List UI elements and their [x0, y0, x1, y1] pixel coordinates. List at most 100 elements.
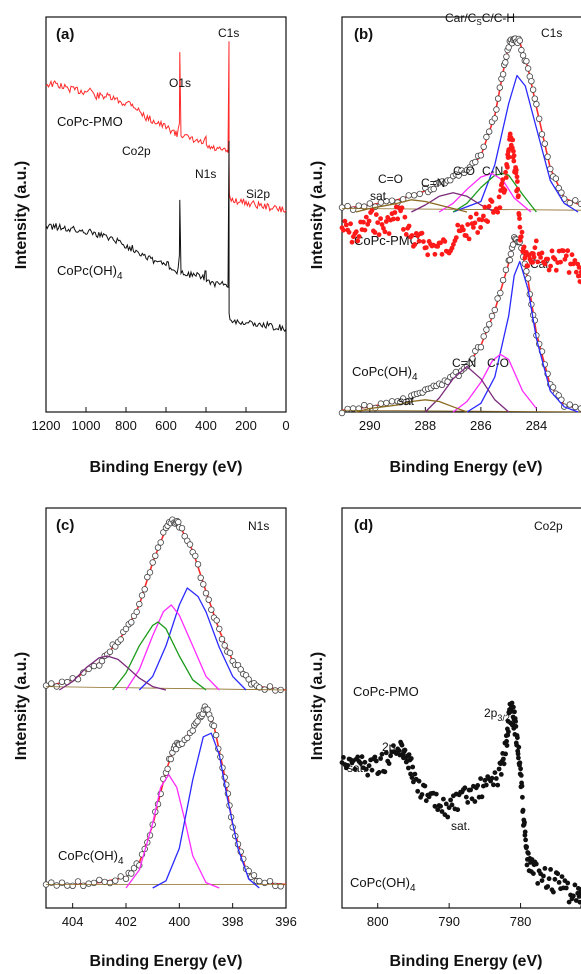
- panel-d-point: [517, 760, 523, 766]
- panel-d-point: [412, 771, 418, 777]
- panel-d-point: [513, 719, 518, 724]
- panel-b-marker: [523, 268, 530, 275]
- panel-d-point: [516, 755, 521, 761]
- panel-d-point: [366, 218, 372, 224]
- panel-b-xtick-label-0: 290: [359, 418, 381, 433]
- panel-d-point: [435, 807, 441, 813]
- panel-d-point: [569, 252, 575, 258]
- panel-d-point: [445, 814, 451, 820]
- panel-c-marker: [184, 734, 191, 742]
- panel-c-marker: [128, 870, 135, 877]
- panel-b-marker: [480, 333, 487, 340]
- panel-c-marker: [205, 596, 212, 603]
- panel-c-marker: [160, 529, 167, 536]
- panel-b-marker: [383, 399, 390, 407]
- panel-c-marker: [122, 875, 130, 882]
- panel-d-point: [541, 873, 546, 879]
- panel-c-marker: [69, 882, 76, 889]
- panel-d-point: [573, 898, 579, 903]
- panel-d-point: [512, 709, 517, 715]
- panel-d-point: [376, 770, 382, 775]
- panel-d-point: [406, 752, 412, 757]
- panel-c-marker: [53, 882, 60, 889]
- panel-d-point: [519, 783, 525, 789]
- panel-c-marker: [149, 559, 156, 566]
- panel-d-point: [535, 259, 541, 265]
- panel-b-series-3: [438, 172, 532, 213]
- panel-d-letter: (d): [354, 517, 373, 534]
- panel-b-marker: [388, 398, 396, 405]
- panel-d-point: [372, 230, 378, 235]
- panel-c-marker: [96, 876, 103, 884]
- panel-d-point: [423, 245, 429, 251]
- panel-d-point: [379, 751, 385, 757]
- panel-d-point: [432, 803, 438, 809]
- panel-d-point: [492, 770, 498, 775]
- panel-b-marker: [502, 266, 510, 273]
- panel-d-point: [506, 154, 512, 160]
- panel-d-point: [571, 893, 576, 899]
- panel-d-point: [578, 273, 581, 278]
- annot-o1s: O1s: [169, 76, 191, 90]
- panel-d-point: [526, 851, 531, 856]
- panel-c-marker: [218, 636, 226, 643]
- panel-b-marker: [388, 197, 396, 204]
- panel-d-point: [361, 219, 366, 225]
- panel-b-marker: [344, 202, 351, 210]
- panel-c-marker: [141, 586, 148, 593]
- panel-a-series-0: [45, 41, 287, 213]
- panel-d-point: [499, 181, 505, 186]
- panel-c-marker: [74, 878, 82, 885]
- panel-d-point: [402, 214, 408, 220]
- panel-d-point: [478, 225, 483, 230]
- panel-a-letter: (a): [56, 26, 74, 43]
- panel-d-point: [501, 761, 507, 767]
- panel-b-marker: [493, 106, 500, 113]
- panel-b-marker: [536, 115, 543, 122]
- panel-d-point: [511, 148, 516, 154]
- panel-b-marker: [366, 200, 373, 207]
- panel-d-point: [495, 782, 501, 788]
- panel-d-point: [473, 211, 479, 217]
- panel-d-xtick-label-1: 790: [438, 914, 460, 929]
- panel-b-marker: [494, 95, 502, 102]
- panel-c-marker: [256, 877, 263, 885]
- panel-c-marker: [226, 649, 234, 657]
- panel-d-point: [443, 801, 449, 807]
- panel-d-point: [479, 794, 485, 800]
- annot-sat-mid: sat.: [451, 819, 470, 833]
- panel-d-point: [573, 269, 579, 275]
- panel-c-marker: [42, 682, 50, 689]
- panel-d-series: [339, 131, 581, 909]
- panel-d-point: [468, 214, 473, 220]
- panel-d-xlabel: Binding Energy (eV): [390, 953, 543, 970]
- panel-b-marker: [411, 192, 418, 199]
- panel-d-point: [491, 782, 496, 788]
- annot-sat-bottom: sat: [398, 394, 415, 408]
- panel-b-series-10: [355, 399, 468, 413]
- panel-c-marker: [90, 662, 98, 670]
- panel-d-point: [522, 829, 528, 835]
- panel-b-xtick-label-1: 288: [414, 418, 436, 433]
- panel-d-point: [566, 270, 572, 275]
- panel-d-point: [341, 227, 346, 233]
- panel-d-point: [352, 766, 358, 772]
- panel-c-marker: [154, 544, 162, 551]
- annot-n1s: N1s: [195, 167, 216, 181]
- panel-d-point: [485, 219, 491, 225]
- panel-d-point: [353, 229, 359, 235]
- panel-d-point: [572, 882, 578, 888]
- panel-c-marker: [250, 872, 258, 879]
- panel-c-marker: [90, 879, 98, 887]
- panel-b-series-1: [452, 74, 579, 213]
- panel-d-point: [497, 205, 503, 211]
- panel-d-point: [530, 259, 536, 265]
- panel-d-point: [393, 751, 399, 756]
- panel-b-marker: [361, 401, 368, 409]
- panel-c-marker: [202, 590, 210, 597]
- panel-d-point: [565, 248, 571, 254]
- panel-b-marker: [488, 312, 496, 320]
- panel-d-point: [410, 764, 416, 770]
- panel-d-point: [501, 756, 506, 762]
- panel-a-xlabel: Binding Energy (eV): [90, 459, 243, 476]
